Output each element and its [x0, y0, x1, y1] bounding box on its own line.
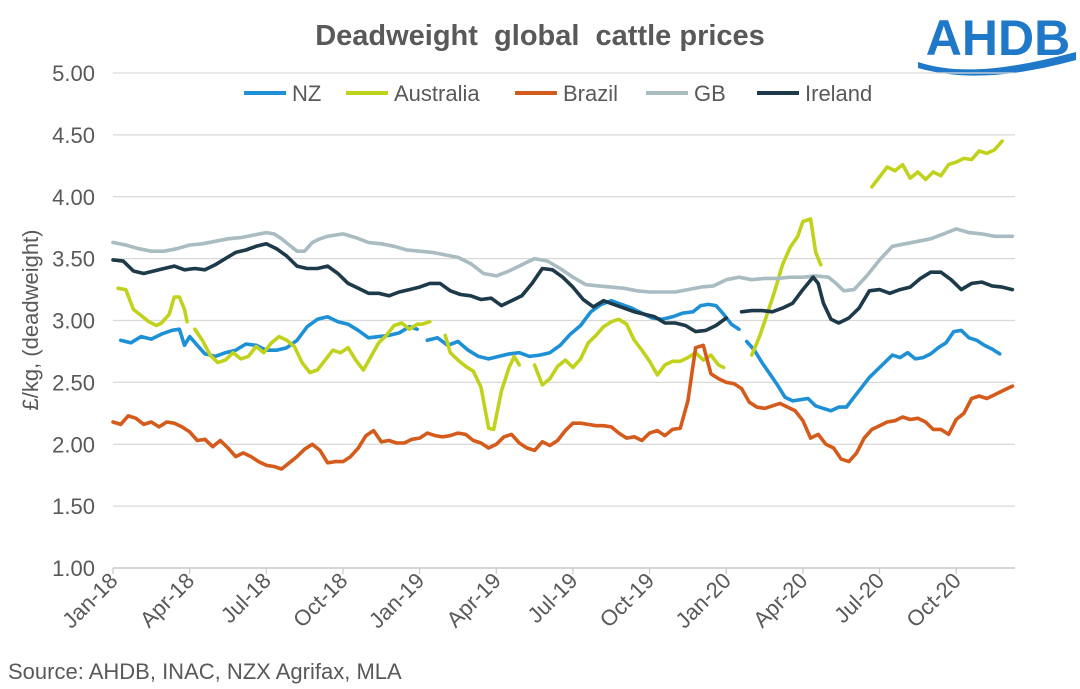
- y-tick-label: 2.00: [52, 432, 95, 457]
- y-tick-label: 3.00: [52, 309, 95, 334]
- logo-text: AHDB: [926, 10, 1070, 66]
- series-line-gb: [111, 227, 1015, 294]
- legend: NZ Australia Brazil GB Ireland: [244, 81, 872, 106]
- legend-label-australia: Australia: [394, 81, 480, 106]
- y-tick-label: 1.50: [52, 494, 95, 519]
- legend-label-brazil: Brazil: [563, 81, 618, 106]
- series-lines: [111, 139, 1015, 471]
- series-line-australia: [870, 139, 1004, 189]
- source-note: Source: AHDB, INAC, NZX Agrifax, MLA: [8, 659, 402, 684]
- chart-title: Deadweight global cattle prices: [315, 20, 765, 52]
- x-tick-label: Jul-18: [216, 568, 276, 628]
- series-ireland: [111, 242, 1015, 334]
- series-line-nz: [744, 328, 1002, 413]
- logo-wave: [918, 52, 1076, 76]
- series-line-australia: [443, 333, 522, 432]
- series-brazil: [111, 343, 1015, 471]
- y-tick-label: 2.50: [52, 370, 95, 395]
- y-tick-label: 3.50: [52, 247, 95, 272]
- x-tick-label: Oct-19: [595, 568, 659, 632]
- legend-label-ireland: Ireland: [805, 81, 872, 106]
- y-tick-label: 4.00: [52, 185, 95, 210]
- series-gb: [111, 227, 1015, 294]
- series-line-brazil: [111, 343, 1015, 471]
- ahdb-logo: AHDB: [918, 10, 1076, 76]
- series-line-ireland: [111, 242, 729, 334]
- series-line-australia: [193, 319, 432, 375]
- x-axis-ticks: Jan-18 Apr-18 Jul-18 Oct-18 Jan-19 Apr-19 Jul-…: [57, 568, 965, 633]
- series-line-ireland: [739, 270, 1015, 325]
- series-line-nz: [118, 315, 419, 359]
- series-nz: [118, 298, 1002, 413]
- y-tick-label: 5.00: [52, 61, 95, 86]
- series-line-australia: [116, 286, 189, 328]
- legend-label-nz: NZ: [292, 81, 321, 106]
- x-tick-label: Apr-20: [748, 568, 812, 632]
- x-tick-label: Jan-19: [364, 568, 429, 633]
- x-tick-label: Apr-19: [441, 568, 505, 632]
- series-line-australia: [750, 217, 823, 357]
- x-tick-label: Apr-18: [135, 568, 199, 632]
- x-tick-label: Jan-20: [671, 568, 736, 633]
- y-tick-label: 4.50: [52, 123, 95, 148]
- y-axis-label: £/kg, (deadweight): [18, 230, 43, 411]
- x-tick-label: Oct-18: [288, 568, 352, 632]
- x-tick-label: Oct-20: [901, 568, 965, 632]
- series-australia: [116, 139, 1004, 432]
- x-tick-label: Jul-19: [522, 568, 582, 628]
- y-tick-label: 1.00: [52, 556, 95, 581]
- x-tick-label: Jul-20: [829, 568, 889, 628]
- legend-label-gb: GB: [694, 81, 726, 106]
- series-line-nz: [425, 298, 741, 361]
- y-axis-ticks: 1.00 1.50 2.00 2.50 3.00 3.50 4.00 4.50 5.00: [52, 61, 95, 581]
